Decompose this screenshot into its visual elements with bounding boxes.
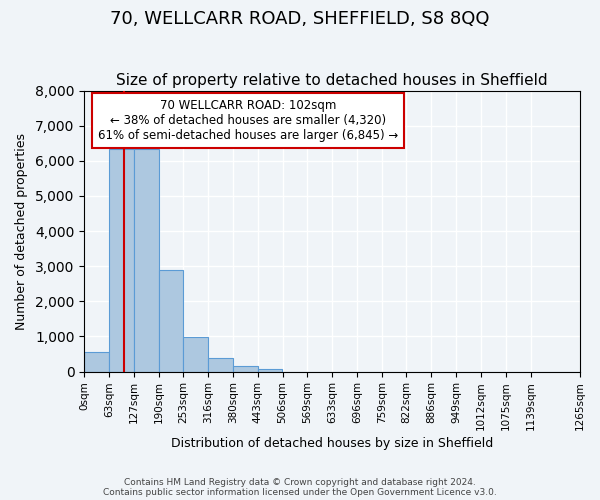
- Title: Size of property relative to detached houses in Sheffield: Size of property relative to detached ho…: [116, 73, 548, 88]
- Bar: [233, 366, 258, 372]
- Bar: [258, 369, 283, 372]
- Bar: [84, 352, 109, 372]
- Text: Contains HM Land Registry data © Crown copyright and database right 2024.
Contai: Contains HM Land Registry data © Crown c…: [103, 478, 497, 497]
- Text: 70 WELLCARR ROAD: 102sqm
← 38% of detached houses are smaller (4,320)
61% of sem: 70 WELLCARR ROAD: 102sqm ← 38% of detach…: [98, 99, 398, 142]
- Bar: [208, 358, 233, 372]
- Bar: [109, 148, 134, 372]
- Text: 70, WELLCARR ROAD, SHEFFIELD, S8 8QQ: 70, WELLCARR ROAD, SHEFFIELD, S8 8QQ: [110, 10, 490, 28]
- Bar: [134, 148, 158, 372]
- X-axis label: Distribution of detached houses by size in Sheffield: Distribution of detached houses by size …: [171, 437, 493, 450]
- Bar: [158, 270, 184, 372]
- Y-axis label: Number of detached properties: Number of detached properties: [15, 132, 28, 330]
- Bar: [184, 338, 208, 372]
